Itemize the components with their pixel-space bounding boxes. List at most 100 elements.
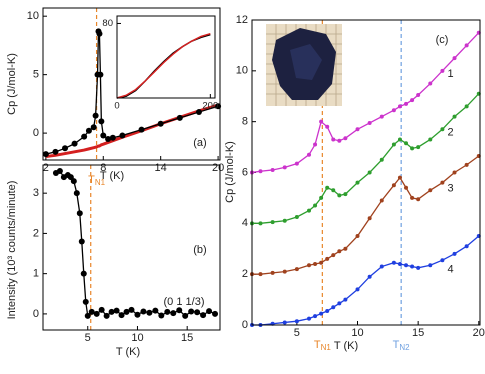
data-point <box>282 320 287 325</box>
data-point <box>270 220 275 225</box>
data-point <box>452 170 457 175</box>
data-point <box>379 198 384 203</box>
data-point <box>464 104 469 109</box>
data-point <box>42 151 49 158</box>
data-point <box>428 263 433 268</box>
data-point <box>331 253 336 258</box>
y-tick-label: 8 <box>242 116 248 128</box>
data-point <box>331 137 336 142</box>
data-point <box>270 167 275 172</box>
x-tick-label: 15 <box>181 332 193 344</box>
x-tick-label: 20 <box>473 327 485 339</box>
data-point <box>410 146 415 151</box>
data-point <box>195 109 202 116</box>
data-point <box>108 308 115 315</box>
data-point <box>294 267 299 272</box>
data-point <box>397 104 402 109</box>
data-point <box>140 308 147 315</box>
data-point <box>404 141 409 146</box>
data-point <box>96 30 103 37</box>
data-point <box>258 169 263 174</box>
data-point <box>404 263 409 268</box>
data-point <box>103 312 110 319</box>
data-point <box>313 203 318 208</box>
label-main: T <box>314 339 321 351</box>
x-tick-label: 2 <box>43 162 49 174</box>
data-point <box>84 312 91 319</box>
data-point <box>440 258 445 263</box>
data-point <box>62 145 69 152</box>
data-point <box>428 81 433 86</box>
data-point <box>343 136 348 141</box>
data-point <box>452 114 457 119</box>
y-tick-label: 10 <box>27 10 39 22</box>
data-point <box>464 244 469 249</box>
data-point <box>119 132 126 139</box>
data-point <box>367 274 372 279</box>
data-point <box>337 249 342 254</box>
data-point <box>82 298 89 305</box>
x-tick-label: 10 <box>351 327 363 339</box>
data-point <box>325 309 330 314</box>
series-label: 1 <box>447 68 453 80</box>
data-point <box>416 197 421 202</box>
data-point <box>258 272 263 277</box>
data-point <box>355 287 360 292</box>
data-point <box>325 124 330 129</box>
data-point <box>194 309 201 316</box>
data-point <box>337 193 342 198</box>
data-point <box>109 134 116 141</box>
data-point <box>100 132 107 139</box>
data-point <box>98 306 105 313</box>
axes-frame <box>116 15 216 99</box>
data-point <box>397 175 402 180</box>
x-tick-label: 5 <box>294 327 300 339</box>
panel-label: (b) <box>193 244 206 256</box>
data-point <box>113 307 120 314</box>
data-point <box>90 124 97 131</box>
data-point <box>282 218 287 223</box>
y-tick-label: 6 <box>242 166 248 178</box>
x-tick-label: 5 <box>85 332 91 344</box>
sample-photo <box>266 24 342 106</box>
y-tick-label: 5 <box>33 69 39 81</box>
series-line <box>45 31 219 155</box>
data-point <box>212 310 219 317</box>
data-point <box>337 138 342 143</box>
x-tick-label: 10 <box>131 332 143 344</box>
data-point <box>70 178 77 185</box>
data-point <box>410 98 415 103</box>
data-point <box>282 269 287 274</box>
data-point <box>176 307 183 314</box>
data-point <box>76 210 83 217</box>
data-point <box>464 43 469 48</box>
data-point <box>404 185 409 190</box>
y-tick-label: 2 <box>33 227 39 239</box>
label-sub: N1 <box>95 178 106 187</box>
data-point <box>134 311 141 318</box>
data-point <box>164 308 171 315</box>
y-tick-label: 0 <box>33 308 39 320</box>
x-tick-label: 15 <box>412 327 424 339</box>
data-point <box>367 120 372 125</box>
data-point <box>307 316 311 321</box>
x-tick-label: 200 <box>202 101 218 112</box>
series-line <box>116 32 211 99</box>
data-point <box>92 112 99 119</box>
data-point <box>307 152 311 157</box>
data-point <box>138 126 145 133</box>
y-tick-label: 4 <box>242 217 248 229</box>
data-point <box>404 101 409 106</box>
data-point <box>397 137 402 142</box>
data-point <box>319 311 324 316</box>
transition-label: TN1 <box>88 174 106 187</box>
data-point <box>157 120 164 127</box>
data-point <box>343 246 348 251</box>
data-point <box>319 260 324 265</box>
y-tick-label: 1 <box>33 268 39 280</box>
y-axis-label: Cp (J/mol-K) <box>6 53 18 115</box>
series-label: 4 <box>447 264 453 276</box>
data-point <box>105 135 112 142</box>
data-point <box>452 251 457 256</box>
